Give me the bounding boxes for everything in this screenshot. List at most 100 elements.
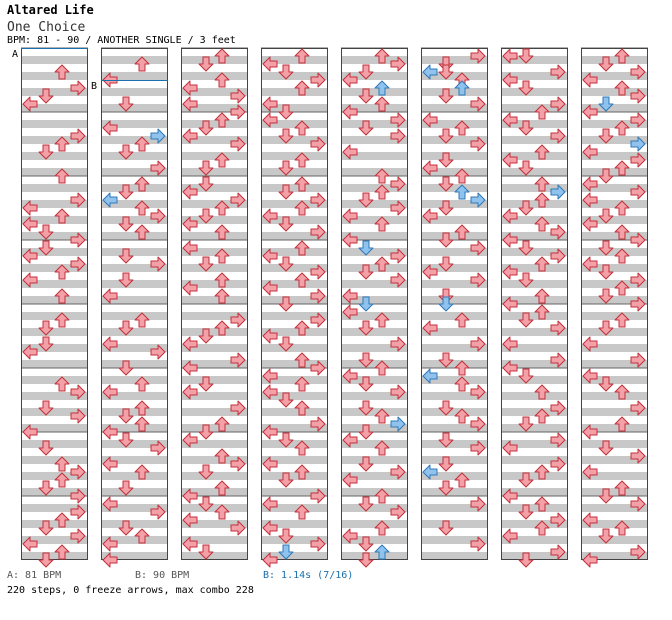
arrow-right-icon [150, 160, 166, 176]
arrow-up-icon [54, 288, 70, 304]
arrow-right-icon [390, 248, 406, 264]
arrow-left-icon [182, 240, 198, 256]
arrow-left-icon [502, 48, 518, 64]
bpm-a-label: A: 81 BPM [7, 570, 62, 581]
arrow-up-icon [294, 120, 310, 136]
arrow-up-icon [294, 48, 310, 64]
arrow-down-icon [278, 392, 294, 408]
arrow-right-icon [630, 136, 646, 152]
arrow-down-icon [358, 536, 374, 552]
arrow-left-icon [342, 232, 358, 248]
arrow-right-icon [630, 184, 646, 200]
arrow-up-icon [134, 528, 150, 544]
arrow-down-icon [198, 56, 214, 72]
arrow-down-icon [118, 408, 134, 424]
arrow-right-icon [310, 224, 326, 240]
arrow-left-icon [422, 320, 438, 336]
arrow-down-icon [438, 480, 454, 496]
arrow-up-icon [214, 504, 230, 520]
arrow-down-icon [38, 480, 54, 496]
arrow-up-icon [534, 144, 550, 160]
arrow-right-icon [230, 456, 246, 472]
arrow-down-icon [198, 160, 214, 176]
arrow-up-icon [614, 480, 630, 496]
arrow-up-icon [374, 256, 390, 272]
arrow-left-icon [502, 440, 518, 456]
arrow-left-icon [182, 128, 198, 144]
arrow-down-icon [278, 472, 294, 488]
arrow-left-icon [502, 264, 518, 280]
arrow-down-icon [598, 168, 614, 184]
arrow-right-icon [310, 264, 326, 280]
arrow-left-icon [262, 552, 278, 568]
arrow-up-icon [534, 384, 550, 400]
arrow-down-icon [518, 368, 534, 384]
arrow-up-icon [454, 472, 470, 488]
arrow-up-icon [54, 376, 70, 392]
arrow-up-icon [54, 136, 70, 152]
arrow-left-icon [502, 208, 518, 224]
arrow-right-icon [630, 112, 646, 128]
arrow-down-icon [198, 424, 214, 440]
arrow-left-icon [262, 496, 278, 512]
arrow-up-icon [534, 256, 550, 272]
stop-b-label: B: 1.14s (7/16) [263, 570, 354, 581]
arrow-right-icon [470, 496, 486, 512]
bpm-marker-a-label: A [12, 49, 18, 60]
arrow-left-icon [342, 288, 358, 304]
chart-column-7 [501, 47, 568, 568]
arrow-left-icon [22, 248, 38, 264]
arrow-up-icon [134, 464, 150, 480]
arrow-down-icon [438, 200, 454, 216]
arrow-up-icon [454, 224, 470, 240]
arrow-up-icon [454, 360, 470, 376]
arrow-down-icon [358, 320, 374, 336]
arrow-left-icon [582, 464, 598, 480]
arrow-up-icon [614, 48, 630, 64]
arrow-down-icon [438, 520, 454, 536]
arrow-up-icon [134, 400, 150, 416]
arrow-up-icon [214, 288, 230, 304]
arrow-right-icon [70, 80, 86, 96]
arrow-left-icon [342, 144, 358, 160]
arrow-down-icon [598, 528, 614, 544]
chart-column-1 [21, 47, 88, 568]
arrow-down-icon [198, 376, 214, 392]
arrow-right-icon [470, 336, 486, 352]
arrow-up-icon [294, 152, 310, 168]
arrow-up-icon [294, 200, 310, 216]
arrow-down-icon [278, 184, 294, 200]
arrow-down-icon [198, 176, 214, 192]
arrow-right-icon [230, 192, 246, 208]
arrow-down-icon [278, 128, 294, 144]
arrow-left-icon [102, 288, 118, 304]
arrow-left-icon [102, 384, 118, 400]
arrow-down-icon [118, 184, 134, 200]
arrow-down-icon [518, 240, 534, 256]
arrow-right-icon [630, 64, 646, 80]
arrow-down-icon [518, 416, 534, 432]
arrow-down-icon [598, 264, 614, 280]
arrow-left-icon [262, 96, 278, 112]
arrow-left-icon [182, 512, 198, 528]
arrow-up-icon [294, 400, 310, 416]
arrow-down-icon [198, 256, 214, 272]
arrow-down-icon [278, 432, 294, 448]
arrow-down-icon [518, 48, 534, 64]
step-chart: AB [12, 47, 648, 568]
arrow-up-icon [614, 280, 630, 296]
arrow-up-icon [614, 384, 630, 400]
arrow-up-icon [534, 408, 550, 424]
arrow-up-icon [214, 224, 230, 240]
arrow-left-icon [182, 536, 198, 552]
arrow-up-icon [294, 80, 310, 96]
arrow-right-icon [630, 496, 646, 512]
arrow-down-icon [518, 472, 534, 488]
arrow-up-icon [294, 440, 310, 456]
arrow-right-icon [230, 520, 246, 536]
arrow-left-icon [262, 424, 278, 440]
arrow-right-icon [550, 184, 566, 200]
arrow-down-icon [438, 176, 454, 192]
arrow-right-icon [310, 72, 326, 88]
arrow-right-icon [390, 416, 406, 432]
